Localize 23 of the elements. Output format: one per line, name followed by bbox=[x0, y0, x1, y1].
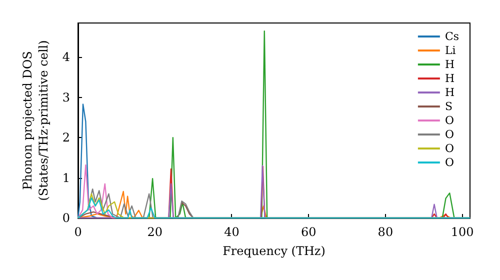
legend-label: H bbox=[444, 86, 455, 99]
legend-label: O bbox=[444, 128, 454, 141]
legend-label: O bbox=[444, 114, 454, 127]
x-tick-label: 20 bbox=[147, 225, 163, 239]
legend-label: H bbox=[444, 58, 455, 71]
x-tick-label: 60 bbox=[300, 225, 316, 239]
legend-label: Cs bbox=[444, 30, 460, 43]
y-tick-label: 0 bbox=[62, 211, 70, 225]
x-tick-label: 0 bbox=[74, 225, 82, 239]
legend-label: O bbox=[444, 142, 454, 155]
legend-label: Li bbox=[444, 44, 456, 57]
x-axis-title: Frequency (THz) bbox=[222, 244, 326, 258]
y-tick-label: 4 bbox=[62, 50, 70, 64]
y-tick-label: 1 bbox=[62, 170, 70, 185]
y-axis-title: Phonon projected DOS (States/THz·primitive cell) bbox=[20, 40, 50, 201]
legend-label: H bbox=[444, 72, 455, 85]
y-tick-label: 2 bbox=[62, 130, 70, 145]
x-tick-label: 40 bbox=[224, 225, 240, 239]
y-tick-label: 3 bbox=[62, 90, 70, 104]
legend-label: S bbox=[444, 100, 452, 113]
legend-label: O bbox=[444, 156, 454, 169]
x-tick-label: 80 bbox=[378, 225, 394, 239]
x-tick-label: 100 bbox=[450, 225, 474, 239]
